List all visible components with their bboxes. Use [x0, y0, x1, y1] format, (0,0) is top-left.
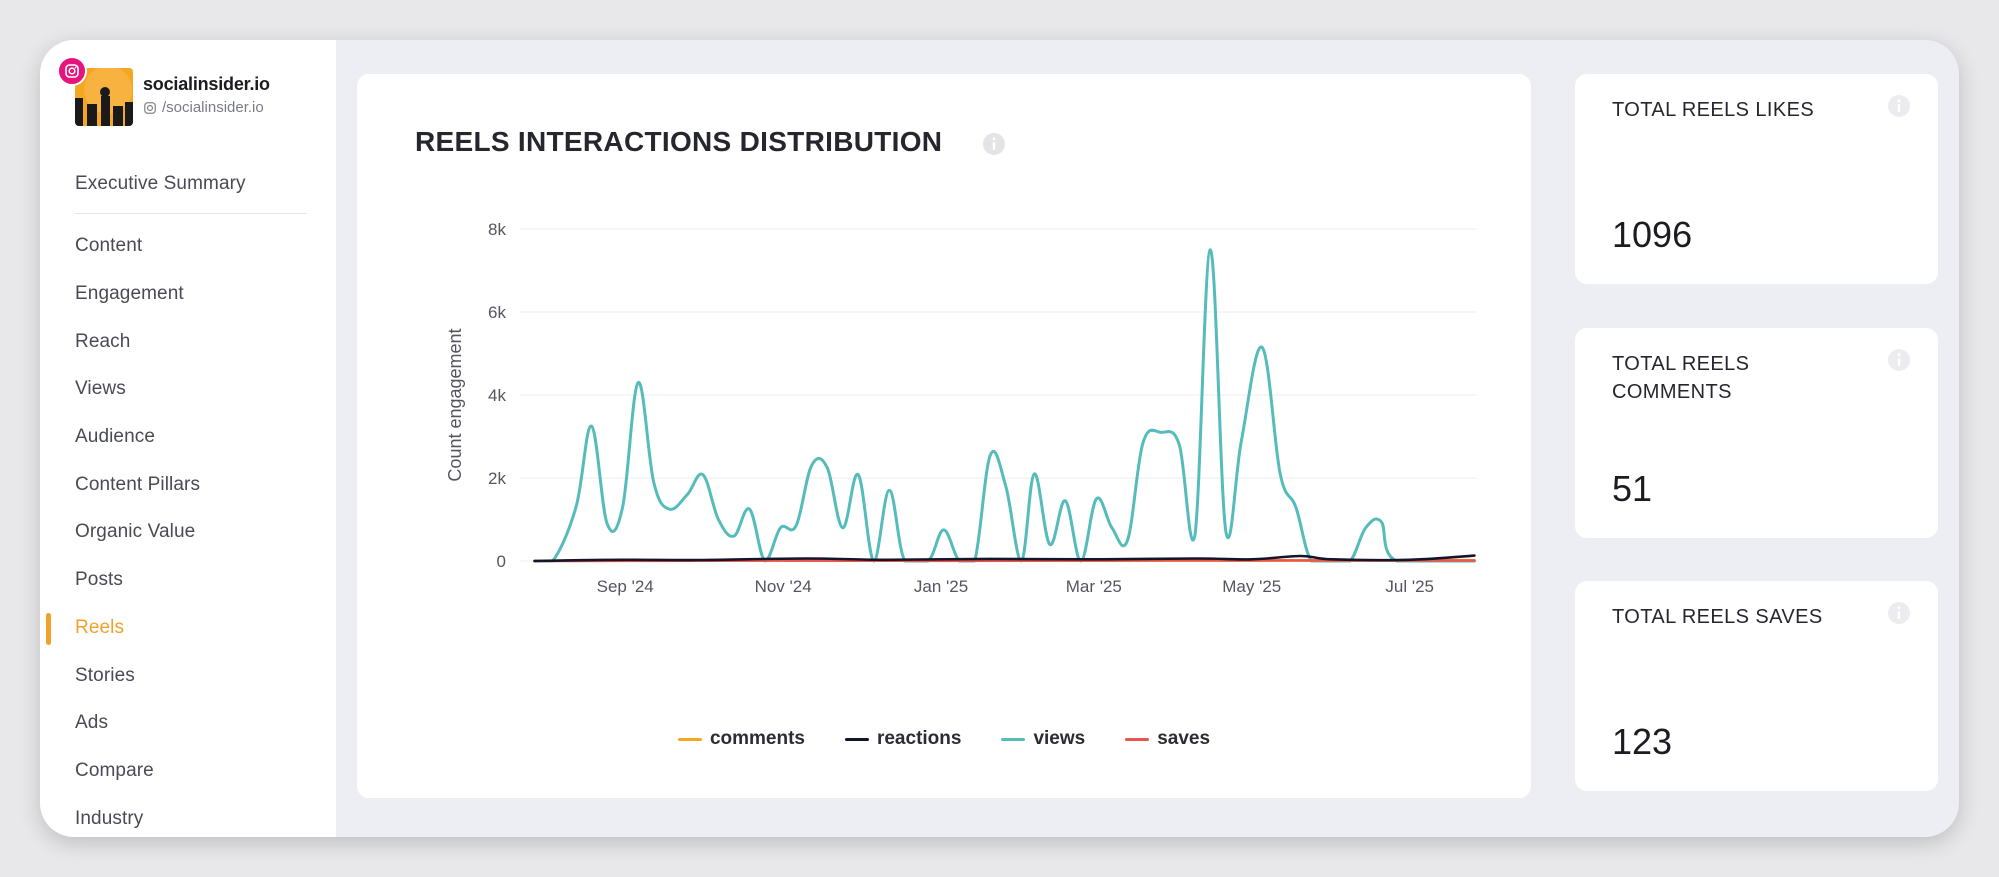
y-axis-label: Count engagement	[445, 328, 465, 481]
series-line-views	[533, 248, 1476, 563]
stat-card-comments: TOTAL REELS COMMENTS 51	[1575, 328, 1938, 538]
legend-label: comments	[709, 728, 805, 749]
sidebar-item-executive-summary[interactable]: Executive Summary	[75, 173, 246, 194]
series-line-reactions	[533, 554, 1476, 563]
sidebar-item-audience[interactable]: Audience	[75, 426, 156, 447]
legend-swatch	[1001, 737, 1026, 741]
x-tick-label: Jul '25	[1385, 577, 1434, 596]
y-tick-label: 4k	[488, 386, 506, 405]
stat-label: TOTAL REELS COMMENTS	[1612, 353, 1750, 403]
sidebar-item-content-pillars[interactable]: Content Pillars	[75, 474, 201, 495]
info-icon[interactable]	[1887, 94, 1911, 123]
instagram-outline-icon	[144, 101, 156, 114]
info-icon[interactable]	[1887, 601, 1911, 630]
legend-swatch	[844, 737, 869, 741]
legend-label: views	[1033, 728, 1086, 749]
sidebar-item-organic-value[interactable]: Organic Value	[75, 521, 196, 542]
sidebar-item-reach[interactable]: Reach	[75, 331, 131, 352]
info-icon[interactable]	[982, 132, 1006, 161]
sidebar-item-views[interactable]: Views	[75, 378, 126, 399]
legend-swatch	[1125, 737, 1150, 741]
legend-swatch	[677, 737, 702, 741]
legend-item-comments[interactable]: comments	[677, 728, 805, 750]
stat-label: TOTAL REELS SAVES	[1612, 606, 1823, 628]
stat-label: TOTAL REELS LIKES	[1612, 99, 1815, 121]
legend-item-reactions[interactable]: reactions	[844, 728, 962, 750]
line-chart[interactable]: 0 2k 4k 6k 8k Sep '24 Nov '24 Jan '25 Mar '25 May…	[357, 74, 1531, 714]
legend-item-saves[interactable]: saves	[1125, 728, 1210, 750]
brand-profile[interactable]: socialinsider.io /socialinsider.io	[57, 56, 315, 130]
instagram-icon	[57, 56, 87, 86]
stat-card-likes: TOTAL REELS LIKES 1096	[1575, 74, 1938, 284]
chart-title: REELS INTERACTIONS DISTRIBUTION	[415, 126, 943, 157]
legend-label: reactions	[876, 728, 962, 749]
sidebar-item-content[interactable]: Content	[75, 235, 143, 256]
sidebar-item-posts[interactable]: Posts	[75, 569, 124, 590]
x-tick-label: May '25	[1222, 577, 1281, 596]
x-tick-label: Mar '25	[1066, 577, 1122, 596]
info-icon[interactable]	[1887, 348, 1911, 377]
legend-item-views[interactable]: views	[1001, 728, 1085, 750]
stat-value: 1096	[1612, 214, 1693, 255]
y-tick-label: 0	[497, 552, 506, 571]
stat-value: 123	[1612, 721, 1673, 762]
y-tick-label: 6k	[488, 303, 506, 322]
stat-value: 51	[1612, 468, 1653, 509]
brand-name: socialinsider.io	[143, 74, 270, 94]
sidebar-item-stories[interactable]: Stories	[75, 665, 135, 686]
app-window: socialinsider.io /socialinsider.io Execu…	[40, 40, 1959, 837]
legend-label: saves	[1157, 728, 1211, 749]
stat-card-saves: TOTAL REELS SAVES 123	[1575, 581, 1938, 791]
brand-handle: /socialinsider.io	[143, 99, 264, 116]
sidebar-item-reels[interactable]: Reels	[75, 617, 125, 638]
x-tick-label: Sep '24	[597, 577, 654, 596]
x-tick-label: Nov '24	[755, 577, 812, 596]
chart-card: REELS INTERACTIONS DISTRIBUTION 0 2k 4k 6k 8…	[357, 74, 1531, 798]
sidebar-item-compare[interactable]: Compare	[75, 760, 154, 781]
y-tick-label: 8k	[488, 220, 506, 239]
brand-handle-text: /socialinsider.io	[162, 99, 264, 116]
sidebar-divider	[75, 213, 307, 214]
sidebar-item-ads[interactable]: Ads	[75, 712, 109, 733]
y-tick-label: 2k	[488, 469, 506, 488]
sidebar-item-industry[interactable]: Industry	[75, 808, 144, 829]
sidebar-item-engagement[interactable]: Engagement	[75, 283, 184, 304]
active-indicator	[46, 613, 51, 645]
chart-legend: comments reactions views saves	[357, 728, 1531, 750]
x-tick-label: Jan '25	[914, 577, 968, 596]
sidebar: socialinsider.io /socialinsider.io Execu…	[40, 40, 336, 837]
